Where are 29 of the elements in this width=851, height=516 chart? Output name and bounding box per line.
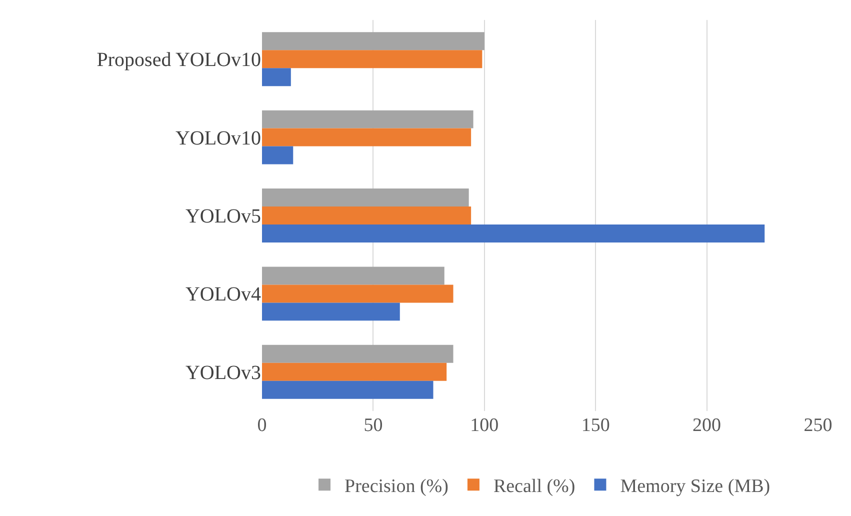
bar (262, 266, 444, 285)
y-tick-label: Proposed YOLOv10 (96, 49, 261, 72)
bar (262, 380, 434, 399)
x-tick-label: 50 (364, 415, 383, 436)
bar (262, 146, 294, 164)
x-tick-label: 200 (692, 415, 722, 436)
bar (262, 224, 765, 242)
bar (262, 188, 469, 207)
bar (262, 128, 472, 146)
legend-label: Memory Size (MB) (620, 476, 770, 497)
bar (262, 344, 454, 363)
x-tick-label: 0 (257, 415, 267, 436)
y-tick-label: YOLOv10 (175, 127, 261, 150)
bar (262, 32, 484, 50)
x-tick-label: 150 (581, 415, 610, 436)
bar (262, 206, 472, 224)
legend-label: Recall (%) (493, 476, 576, 497)
bar (262, 110, 474, 128)
x-tick-label: 100 (470, 415, 499, 436)
bar (262, 68, 291, 86)
bar (262, 284, 454, 303)
y-tick-label: YOLOv5 (185, 206, 261, 228)
y-tick-label: YOLOv4 (185, 284, 261, 306)
bar (262, 50, 482, 68)
y-tick-label: YOLOv3 (185, 362, 261, 384)
bar (262, 362, 447, 381)
bar (262, 302, 400, 321)
x-tick-label: 250 (804, 415, 832, 436)
legend-label: Precision (%) (344, 476, 448, 497)
